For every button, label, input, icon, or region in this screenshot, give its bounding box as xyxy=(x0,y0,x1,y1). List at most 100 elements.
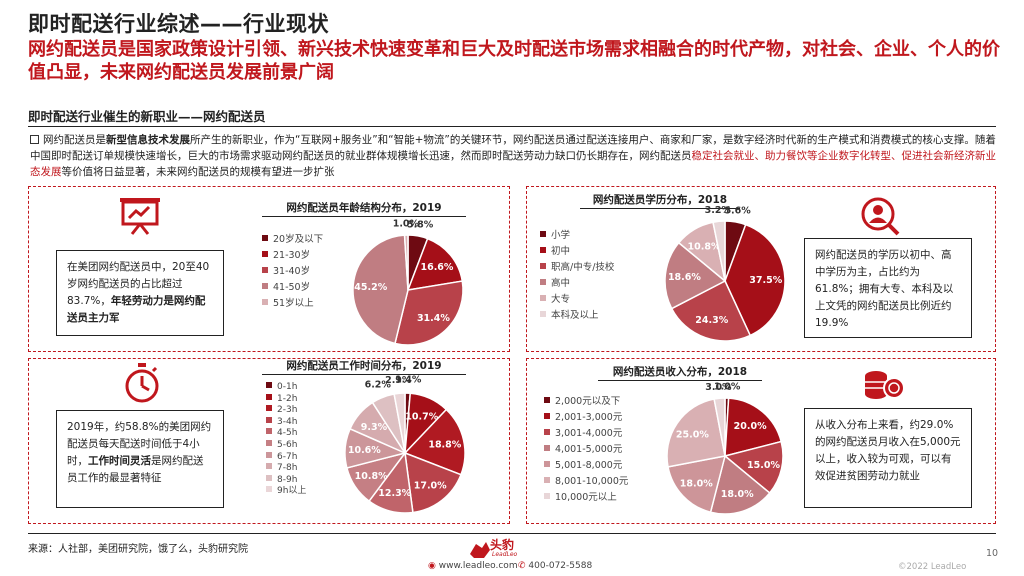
intro-text-1: 网约配送员是 xyxy=(43,134,106,146)
legend-swatch xyxy=(544,429,550,435)
legend-swatch xyxy=(262,299,268,305)
pie-data-label: 5.6% xyxy=(724,206,751,217)
legend-swatch xyxy=(266,382,272,388)
worktime-textbox: 2019年，约58.8%的美团网约配送员每天配送时间低于4小时，工作时间灵活是网… xyxy=(56,410,224,508)
legend-swatch xyxy=(540,311,546,317)
pie-slice xyxy=(393,392,406,454)
intro-text-3: 所产生的新职业，作为“互联网+服务业”和“智能+物流”的关键环节，网约配送员通过… xyxy=(30,134,996,162)
legend-item: 5-6h xyxy=(266,439,306,452)
page-subtitle: 网约配送员是国家政策设计引领、新兴技术快速变革和巨大及时配送市场需求相融合的时代… xyxy=(28,39,1000,83)
legend-label: 10,000元以上 xyxy=(555,492,617,503)
pie-slice xyxy=(724,397,783,457)
worktime-chart-title: 网约配送员工作时间分布，2019 xyxy=(262,358,466,375)
income-pie-chart: 1.0% 20.0% 15.0% 18.0% 18.0% 25.0% 3.0% xyxy=(666,382,784,515)
section-title: 即时配送行业催生的新职业——网约配送员 xyxy=(28,109,266,124)
pie-slice xyxy=(664,241,727,310)
legend-swatch xyxy=(262,251,268,257)
pie-data-label: 1.4% xyxy=(395,375,422,386)
globe-icon: ◉ xyxy=(428,561,436,571)
legend-item: 3,001-4,000元 xyxy=(544,426,628,442)
legend-swatch xyxy=(266,428,272,435)
legend-label: 5-6h xyxy=(277,439,298,450)
pie-slice xyxy=(723,440,784,495)
legend-label: 8-9h xyxy=(277,474,298,485)
legend-swatch xyxy=(540,247,546,253)
age-text: 在美团网约配送员中，20至40岁网约配送员的占比超过83.7%， xyxy=(67,261,210,307)
legend-label: 9h以上 xyxy=(277,486,307,497)
edu-pie-chart: 5.6% 37.5% 24.3% 18.6% 10.8% 3.2% xyxy=(664,205,786,342)
stopwatch-icon xyxy=(125,363,159,403)
edu-chart-title: 网约配送员学历分布，2018 xyxy=(580,192,740,209)
legend-item: 2-3h xyxy=(266,405,306,417)
pie-slice xyxy=(709,454,771,515)
legend-item: 9h以上 xyxy=(266,486,306,498)
legend-swatch xyxy=(544,397,550,403)
panel-income xyxy=(526,358,996,524)
copyright: ©2022 LeadLeo xyxy=(898,562,967,572)
pie-data-label: 25.0% xyxy=(676,429,709,440)
page-title: 即时配送行业综述——行业现状 xyxy=(28,12,329,36)
legend-label: 高中 xyxy=(551,278,571,289)
pie-slice xyxy=(666,398,726,468)
pie-slice xyxy=(667,455,727,514)
pie-data-label: 5.8% xyxy=(407,220,434,231)
pie-data-label: 10.8% xyxy=(355,471,388,482)
pie-data-label: 20.0% xyxy=(734,421,767,432)
edu-text: 网约配送员的学历以初中、高中学历为主，占比约为61.8%；拥有大专、本科及以上文… xyxy=(815,249,954,329)
pie-data-label: 2.9% xyxy=(385,375,412,386)
legend-label: 41-50岁 xyxy=(273,282,311,293)
age-textbox: 在美团网约配送员中，20至40岁网约配送员的占比超过83.7%，年轻劳动力是网约… xyxy=(56,250,224,336)
worktime-text-end: 是网约配送员工作的最显著特征 xyxy=(67,455,204,484)
pie-data-label: 10.7% xyxy=(405,411,438,422)
presentation-board-icon xyxy=(120,198,160,235)
income-chart-title: 网约配送员收入分布，2018 xyxy=(598,364,762,381)
logo-subtext: LeadLeo xyxy=(492,551,518,558)
pie-slice xyxy=(394,280,464,346)
legend-swatch xyxy=(266,486,272,493)
pie-data-label: 3.2% xyxy=(705,205,732,216)
pie-data-label: 31.4% xyxy=(417,313,450,324)
intro-paragraph: 网约配送员是新型信息技术发展所产生的新职业，作为“互联网+服务业”和“智能+物流… xyxy=(30,132,996,180)
legend-swatch xyxy=(544,493,550,499)
legend-swatch xyxy=(266,463,272,470)
pie-slice xyxy=(352,234,409,345)
legend-label: 2,000元以及下 xyxy=(555,396,621,407)
pie-data-label: 24.3% xyxy=(695,315,728,326)
legend-item: 5,001-8,000元 xyxy=(544,458,628,474)
legend-swatch xyxy=(540,295,546,301)
worktime-text: 2019年，约58.8%的美团网约配送员每天配送时间低于4小时， xyxy=(67,421,212,467)
phone-contact: ✆ 400-072-5588 xyxy=(518,561,592,571)
website-link[interactable]: ◉ www.leadleo.com xyxy=(428,561,518,571)
pie-data-label: 18.0% xyxy=(721,489,754,500)
legend-label: 6-7h xyxy=(277,451,298,462)
legend-swatch xyxy=(266,451,272,458)
worktime-pie-chart: 1.4% 10.7% 18.8% 17.0%12.3% 10.8% 10.6% 9.3% 6.… xyxy=(344,375,466,514)
footer-divider xyxy=(28,533,996,534)
pie-data-label: 15.0% xyxy=(747,460,780,471)
legend-swatch xyxy=(544,445,550,451)
pie-data-label: 18.6% xyxy=(668,272,701,283)
legend-swatch xyxy=(540,263,546,269)
legend-swatch xyxy=(262,283,268,289)
legend-label: 本科及以上 xyxy=(551,310,599,321)
pie-slice xyxy=(724,223,786,337)
pie-data-label: 10.8% xyxy=(688,242,721,253)
legend-swatch xyxy=(266,439,272,446)
legend-item: 6-7h xyxy=(266,451,306,464)
panel-worktime xyxy=(28,358,510,524)
pie-slice xyxy=(406,237,464,291)
pie-data-label: 1.0% xyxy=(393,219,420,230)
legend-label: 0-1h xyxy=(277,382,298,392)
legend-swatch xyxy=(262,235,268,241)
worktime-legend: 0-1h 1-2h 2-3h 3-4h 4-5h 5-6h 6-7h 7-8h 8-9h 9h以上 xyxy=(266,382,306,498)
bullet-box-icon xyxy=(30,135,39,144)
intro-text-2: 新型信息技术发展 xyxy=(106,134,190,146)
legend-swatch xyxy=(540,231,546,237)
legend-item: 8,001-10,000元 xyxy=(544,474,628,490)
logo-text: 头豹 xyxy=(490,538,515,552)
website-text: www.leadleo.com xyxy=(438,561,518,571)
pie-data-label: 12.3% xyxy=(378,488,411,499)
age-text-bold: 年轻劳动力是网约配送员主力军 xyxy=(67,295,206,324)
legend-item: 初中 xyxy=(540,244,614,260)
pie-slice xyxy=(403,234,409,291)
